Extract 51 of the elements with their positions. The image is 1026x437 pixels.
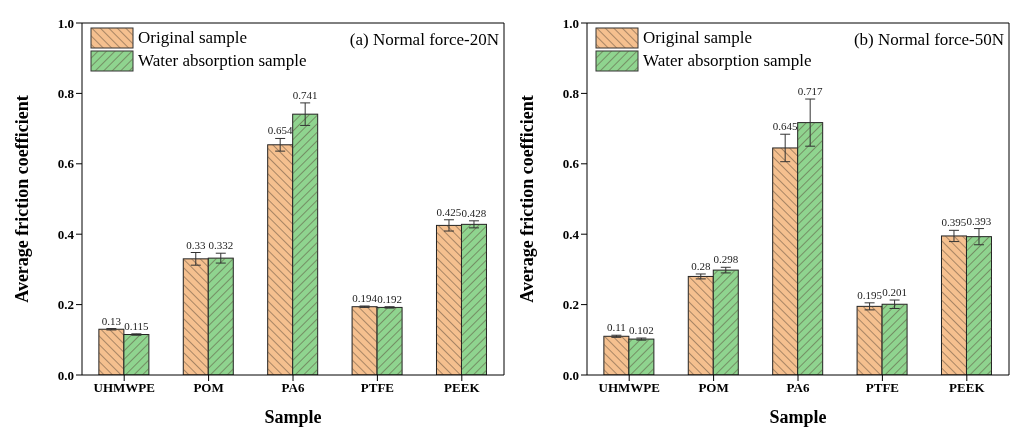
data-label: 0.192 <box>377 292 402 305</box>
data-label: 0.428 <box>461 206 487 219</box>
data-label: 0.741 <box>292 88 318 101</box>
data-label: 0.425 <box>436 205 462 218</box>
y-tick-label: 0.2 <box>562 297 579 313</box>
y-tick-label: 0.0 <box>562 367 579 383</box>
legend-label: Water absorption sample <box>138 51 307 71</box>
x-tick-label: PEEK <box>949 380 986 396</box>
data-label: 0.28 <box>691 259 711 272</box>
y-axis-title: Average friction coefficient <box>517 95 538 303</box>
data-label: 0.115 <box>124 319 150 332</box>
x-tick-label: PA6 <box>786 380 810 396</box>
chart-title: (b) Normal force-50N <box>853 30 1004 50</box>
data-label: 0.717 <box>797 85 824 98</box>
y-tick-label: 1.0 <box>57 15 74 31</box>
y-tick-label: 0.6 <box>562 156 580 172</box>
legend-label: Original sample <box>643 28 753 48</box>
x-tick-label: UHMWPE <box>93 380 155 396</box>
data-label: 0.298 <box>713 253 739 266</box>
y-tick-label: 1.0 <box>562 15 579 31</box>
chart-title: (a) Normal force-20N <box>349 30 499 50</box>
data-label: 0.194 <box>352 292 378 305</box>
y-tick-label: 0.6 <box>57 156 75 172</box>
data-label: 0.332 <box>208 239 234 252</box>
x-tick-label: PTFE <box>360 380 395 396</box>
data-label: 0.13 <box>101 314 122 327</box>
data-label: 0.11 <box>606 321 626 334</box>
x-tick-label: PTFE <box>865 380 900 396</box>
data-label: 0.645 <box>772 120 799 133</box>
y-tick-label: 0.4 <box>562 226 580 242</box>
x-tick-label: POM <box>698 380 729 396</box>
y-tick-label: 0.4 <box>57 226 75 242</box>
data-label: 0.33 <box>186 238 206 251</box>
data-label: 0.395 <box>941 216 967 229</box>
y-tick-label: 0.8 <box>562 86 580 102</box>
x-tick-label: UHMWPE <box>598 380 660 396</box>
y-tick-label: 0.0 <box>57 367 74 383</box>
x-tick-label: POM <box>193 380 224 396</box>
data-label: 0.393 <box>966 214 992 227</box>
legend-label: Water absorption sample <box>643 51 812 71</box>
y-tick-label: 0.8 <box>57 86 75 102</box>
x-axis-title: Sample <box>769 407 827 427</box>
data-label: 0.102 <box>629 324 654 337</box>
legend-label: Original sample <box>138 28 248 48</box>
x-tick-label: PA6 <box>281 380 305 396</box>
y-tick-label: 0.2 <box>57 297 74 313</box>
x-tick-label: PEEK <box>444 380 481 396</box>
data-label: 0.195 <box>857 288 883 301</box>
data-label: 0.201 <box>882 286 907 299</box>
y-axis-title: Average friction coefficient <box>12 95 33 303</box>
x-axis-title: Sample <box>264 407 322 427</box>
